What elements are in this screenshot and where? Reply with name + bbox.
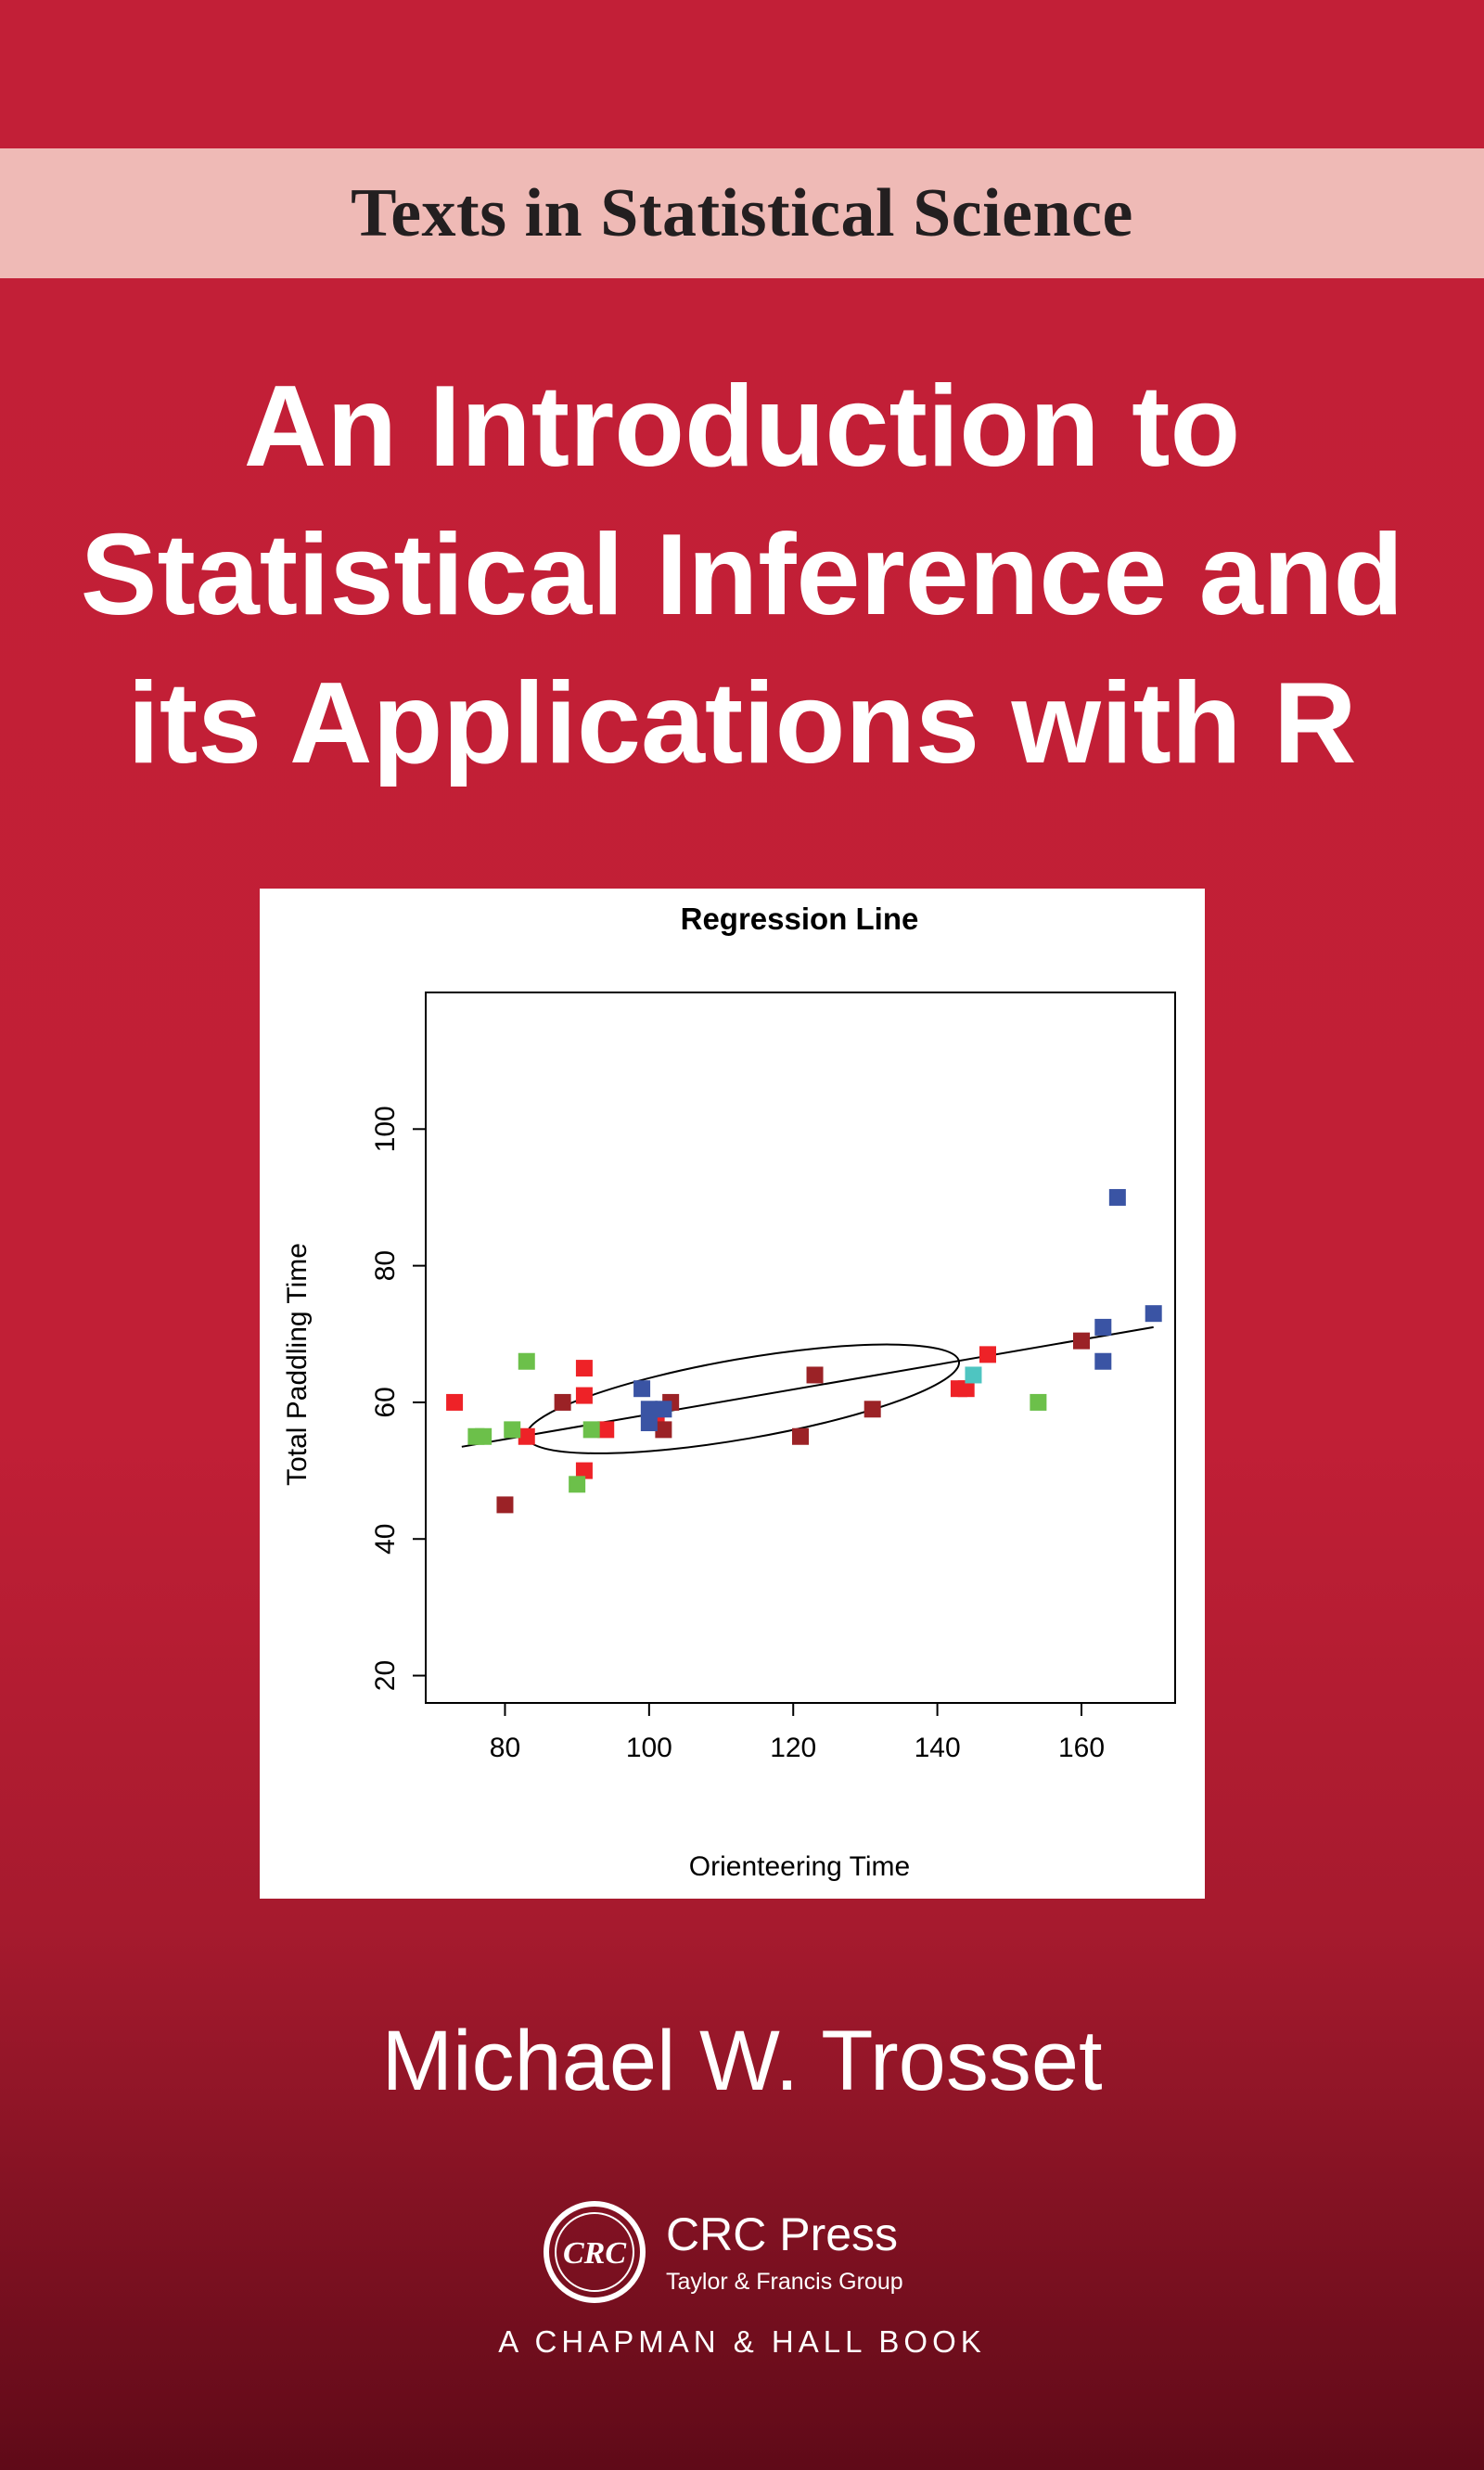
- data-point: [640, 1414, 658, 1432]
- publisher-imprint: A CHAPMAN & HALL BOOK: [498, 2324, 986, 2359]
- chart-title: Regression Line: [681, 902, 919, 936]
- points-layer: [446, 1188, 1162, 1514]
- data-point: [575, 1387, 593, 1404]
- data-point: [496, 1496, 514, 1514]
- data-point: [979, 1346, 996, 1363]
- crc-press-logo: CRC: [544, 2201, 646, 2303]
- data-point: [957, 1380, 975, 1398]
- data-point: [569, 1476, 586, 1493]
- data-point: [475, 1427, 493, 1445]
- x-tick-label: 140: [915, 1733, 961, 1763]
- data-point: [575, 1462, 593, 1479]
- data-point: [1094, 1352, 1112, 1370]
- data-point: [806, 1366, 824, 1384]
- data-point: [554, 1393, 571, 1411]
- title-line: its Applications with R: [127, 659, 1357, 787]
- chart-panel: Regression Line 20 40 60 80 100 80 100 120 140 1…: [260, 889, 1205, 1899]
- x-axis: 80 100 120 140 160: [490, 1702, 1105, 1763]
- series-darkred: [496, 1332, 1090, 1514]
- data-point: [1145, 1305, 1162, 1323]
- data-point: [1094, 1318, 1112, 1336]
- series-blue: [633, 1188, 1162, 1432]
- data-point: [597, 1421, 615, 1439]
- x-tick-label: 120: [770, 1733, 816, 1763]
- series-band: Texts in Statistical Science: [0, 148, 1484, 278]
- data-point: [582, 1421, 600, 1439]
- data-point: [864, 1401, 881, 1418]
- data-point: [1073, 1332, 1090, 1350]
- x-tick-label: 100: [626, 1733, 672, 1763]
- data-point: [633, 1380, 651, 1398]
- y-tick-label: 40: [370, 1524, 401, 1555]
- x-axis-label: Orienteering Time: [689, 1851, 910, 1882]
- series-name: Texts in Statistical Science: [351, 174, 1133, 251]
- data-point: [640, 1401, 658, 1418]
- data-point: [446, 1393, 464, 1411]
- author-name: Michael W. Trosset: [381, 2014, 1103, 2108]
- scatter-chart: Regression Line 20 40 60 80 100 80 100 120 140 1…: [282, 902, 1176, 1882]
- x-tick-label: 80: [490, 1733, 520, 1763]
- data-point: [1030, 1393, 1047, 1411]
- plot-frame: [425, 992, 1176, 1704]
- y-axis: 20 40 60 80 100: [370, 1106, 427, 1691]
- data-point: [965, 1366, 982, 1384]
- data-point: [1108, 1188, 1126, 1206]
- data-point: [575, 1360, 593, 1377]
- y-tick-label: 80: [370, 1250, 401, 1281]
- y-axis-label: Total Paddling Time: [282, 1243, 313, 1486]
- data-point: [655, 1421, 672, 1439]
- x-tick-label: 160: [1058, 1733, 1105, 1763]
- publisher-group: Taylor & Francis Group: [666, 2269, 903, 2295]
- publisher-name: CRC Press: [666, 2208, 899, 2260]
- y-tick-label: 60: [370, 1387, 401, 1417]
- logo-text: CRC: [563, 2236, 626, 2271]
- y-tick-label: 100: [370, 1106, 401, 1152]
- title-line: Statistical Inference and: [80, 511, 1404, 639]
- series-green: [467, 1352, 1047, 1493]
- title-line: An Introduction to: [243, 363, 1241, 491]
- regression-line: [461, 1325, 1154, 1448]
- data-point: [504, 1421, 521, 1439]
- series-cyan: [965, 1366, 982, 1384]
- book-title: An Introduction to Statistical Inference…: [0, 352, 1484, 798]
- data-point: [655, 1401, 672, 1418]
- data-point: [518, 1352, 535, 1370]
- data-point: [792, 1427, 809, 1445]
- data-point: [518, 1427, 535, 1445]
- publisher-block: CRC CRC Press Taylor & Francis Group A C…: [0, 2200, 1484, 2386]
- y-tick-label: 20: [370, 1660, 401, 1691]
